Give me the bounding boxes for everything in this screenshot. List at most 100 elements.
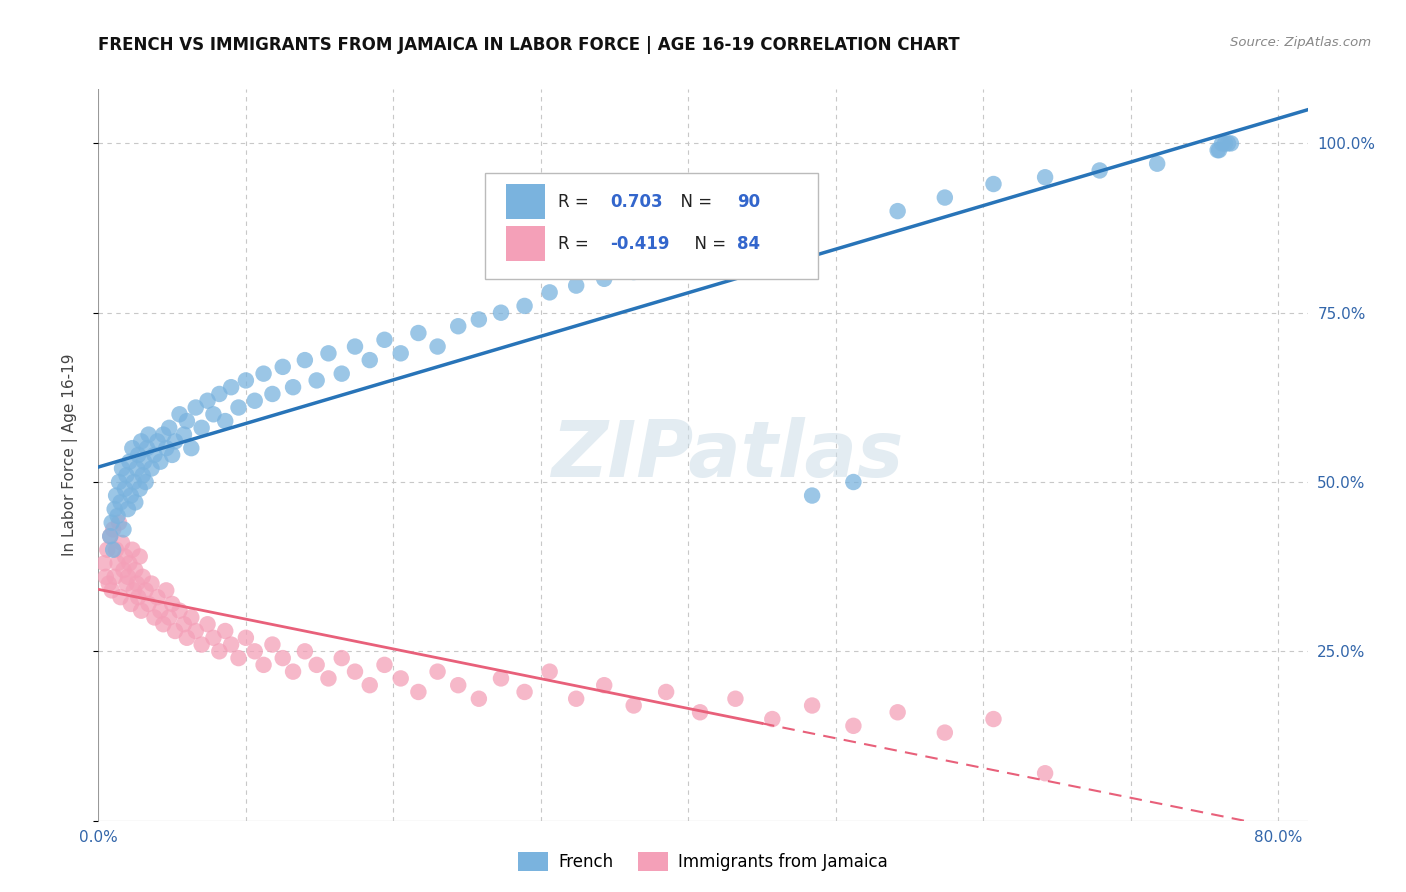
Point: [134, 455, 156, 469]
Text: 84: 84: [737, 235, 761, 252]
Point: [160, 597, 183, 611]
Point: [934, 725, 956, 739]
Point: [252, 657, 274, 672]
Point: [136, 441, 159, 455]
Point: [214, 624, 236, 638]
Text: 90: 90: [737, 193, 761, 211]
Point: [143, 610, 166, 624]
Point: [110, 495, 132, 509]
Point: [155, 441, 177, 455]
Legend: French, Immigrants from Jamaica: French, Immigrants from Jamaica: [512, 846, 894, 878]
Point: [93, 556, 115, 570]
Point: [1146, 157, 1168, 171]
Point: [343, 340, 366, 354]
Point: [359, 353, 381, 368]
Point: [1033, 766, 1056, 780]
Point: [281, 665, 304, 679]
Point: [305, 657, 328, 672]
Point: [489, 306, 512, 320]
Point: [128, 482, 150, 496]
Point: [111, 536, 134, 550]
Point: [359, 678, 381, 692]
Point: [842, 719, 865, 733]
Point: [120, 597, 142, 611]
Point: [118, 455, 141, 469]
Point: [98, 529, 121, 543]
Point: [655, 252, 678, 266]
Point: [761, 211, 783, 225]
Point: [125, 461, 148, 475]
Point: [468, 312, 491, 326]
Point: [94, 570, 117, 584]
Point: [252, 367, 274, 381]
Point: [190, 638, 212, 652]
Point: [176, 414, 198, 428]
Point: [447, 678, 470, 692]
Point: [408, 326, 430, 340]
Point: [117, 570, 139, 584]
Point: [426, 665, 449, 679]
Point: [165, 624, 187, 638]
Point: [408, 685, 430, 699]
Point: [104, 502, 127, 516]
Point: [165, 434, 187, 449]
Point: [886, 204, 908, 219]
Point: [143, 448, 166, 462]
Text: N =: N =: [671, 193, 717, 211]
Point: [983, 712, 1005, 726]
Text: R =: R =: [558, 193, 593, 211]
Point: [114, 482, 136, 496]
Point: [271, 651, 294, 665]
Point: [1208, 143, 1230, 157]
Point: [115, 468, 138, 483]
Point: [468, 691, 491, 706]
Point: [1216, 136, 1239, 151]
Point: [131, 468, 153, 483]
Point: [105, 542, 128, 557]
Point: [129, 604, 152, 618]
Point: [330, 651, 353, 665]
Point: [129, 434, 152, 449]
Point: [173, 427, 195, 442]
Point: [202, 407, 225, 421]
Point: [565, 278, 588, 293]
Point: [305, 373, 328, 387]
Point: [127, 448, 149, 462]
Point: [108, 475, 131, 489]
Point: [724, 224, 747, 238]
Point: [117, 502, 139, 516]
Point: [169, 604, 191, 618]
Point: [724, 691, 747, 706]
Point: [128, 549, 150, 564]
Point: [100, 516, 122, 530]
Point: [389, 672, 412, 686]
Point: [1211, 136, 1233, 151]
Point: [655, 685, 678, 699]
Point: [155, 583, 177, 598]
Point: [124, 563, 146, 577]
Point: [842, 475, 865, 489]
Point: [1213, 136, 1236, 151]
Point: [108, 516, 131, 530]
Point: [801, 489, 824, 503]
Point: [146, 590, 169, 604]
Point: [180, 441, 202, 455]
Point: [135, 583, 157, 598]
Text: -0.419: -0.419: [610, 235, 669, 252]
Point: [176, 631, 198, 645]
Point: [127, 590, 149, 604]
Bar: [506, 185, 544, 219]
Text: Source: ZipAtlas.com: Source: ZipAtlas.com: [1230, 36, 1371, 49]
Point: [121, 441, 143, 455]
Point: [281, 380, 304, 394]
Point: [886, 706, 908, 720]
Point: [112, 523, 135, 537]
Point: [318, 346, 340, 360]
Point: [208, 387, 231, 401]
Point: [294, 353, 316, 368]
Point: [538, 285, 561, 300]
Point: [169, 407, 191, 421]
Point: [141, 461, 163, 475]
Point: [124, 495, 146, 509]
Point: [330, 367, 353, 381]
